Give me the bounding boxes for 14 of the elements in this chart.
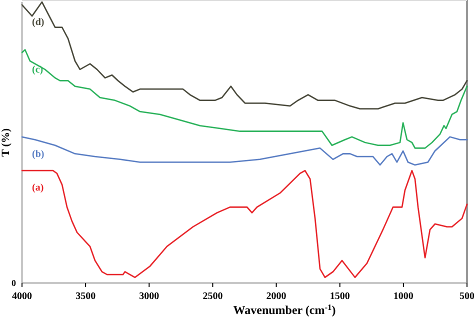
x-tick-label: 2000 [266,291,286,302]
text: 0 [12,278,16,288]
x-tick-label: 1000 [393,291,414,302]
series-label: (a) [32,182,44,194]
y-axis-title: T (%) [0,128,12,157]
x-tick-label: 2500 [202,291,223,302]
x-tick-label: 1500 [330,291,350,302]
series-label: (d) [32,16,44,28]
x-tick-label: 3000 [139,291,160,302]
x-tick-label: 500 [460,291,474,302]
x-axis-title: Wavenumber (cm$^{-1}$) [233,302,336,317]
series-label: (b) [32,148,44,160]
x-tick-label: 3500 [76,291,96,302]
x-tick-label: 4000 [12,291,32,302]
